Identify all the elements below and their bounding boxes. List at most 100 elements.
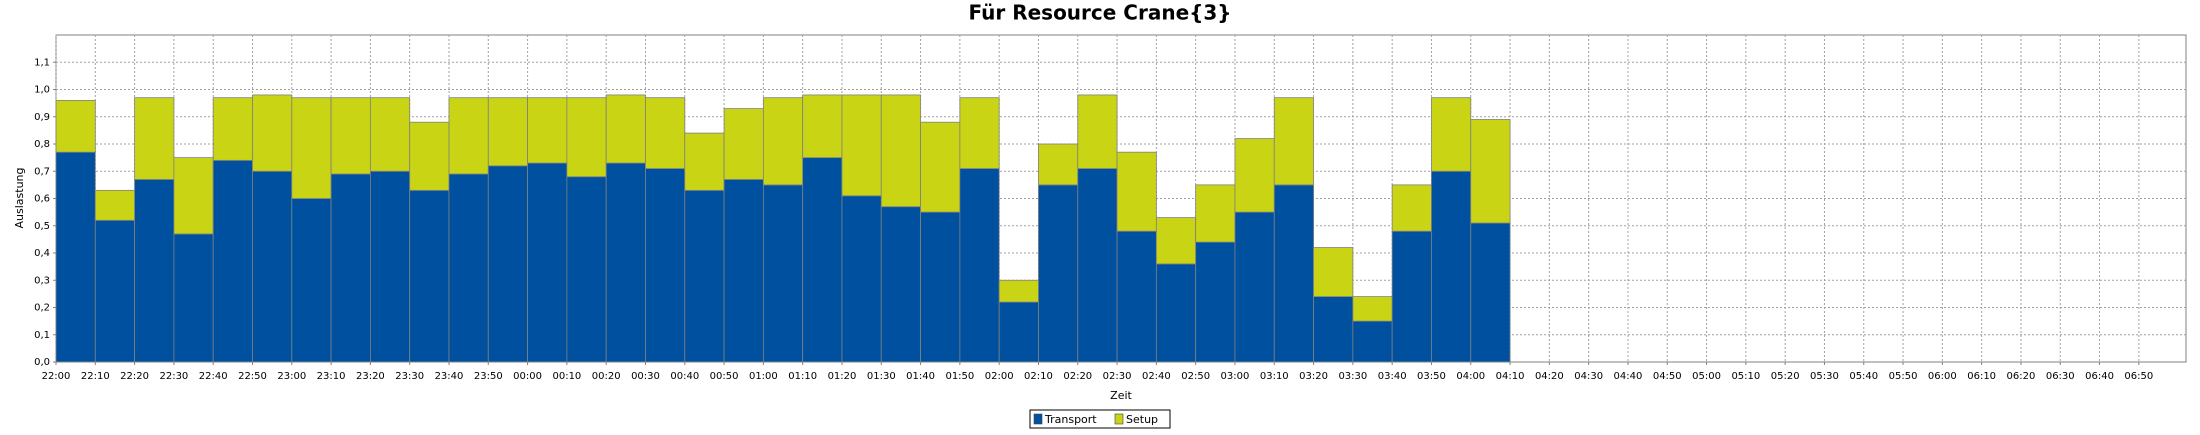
x-tick-label: 06:00 [1928, 371, 1957, 382]
x-tick-label: 03:30 [1338, 371, 1367, 382]
bar-segment [369, 97, 411, 172]
bar-segment [1155, 263, 1197, 363]
bar-segment [802, 94, 843, 159]
bar-segment [487, 165, 528, 363]
bar-segment [1431, 97, 1472, 172]
x-tick-label: 01:10 [788, 371, 817, 382]
legend-label: Transport [1044, 413, 1097, 426]
bar-segment [959, 168, 1000, 363]
bar-segment [920, 121, 961, 213]
bar-segment [94, 219, 135, 363]
bar-segment [212, 97, 253, 161]
x-tick-label: 04:20 [1535, 371, 1564, 382]
x-tick-label: 06:20 [2007, 371, 2036, 382]
bar-segment [527, 97, 568, 164]
x-tick-label: 22:40 [199, 371, 228, 382]
y-axis-label: Auslastung [13, 168, 26, 229]
bar-segment [55, 100, 96, 153]
bar-segment [762, 184, 804, 363]
x-tick-label: 01:30 [867, 371, 896, 382]
bar-segment [605, 162, 646, 363]
bar-segment [1038, 184, 1079, 363]
legend-label: Setup [1126, 413, 1158, 426]
y-tick-label: 0,3 [34, 275, 50, 286]
bar-segment [448, 97, 489, 175]
x-tick-label: 02:10 [1024, 371, 1053, 382]
legend-swatch [1033, 413, 1043, 425]
legend-box [1029, 409, 1171, 429]
bar-segment [94, 189, 135, 221]
x-tick-label: 06:10 [1967, 371, 1996, 382]
bar-segment [841, 94, 882, 197]
bar-segment [330, 173, 371, 363]
x-tick-label: 03:10 [1260, 371, 1289, 382]
bar-segment [1391, 230, 1432, 363]
bar-segment [330, 97, 371, 175]
x-tick-label: 03:00 [1221, 371, 1250, 382]
x-axis-label: Zeit [1110, 389, 1132, 402]
x-tick-label: 23:50 [474, 371, 503, 382]
bar-segment [723, 108, 764, 180]
bar-segment [1313, 296, 1354, 363]
bar-segment [1234, 211, 1275, 363]
x-tick-label: 04:50 [1653, 371, 1682, 382]
bar-segment [448, 173, 489, 363]
x-tick-label: 05:40 [1849, 371, 1878, 382]
bar-segment [959, 97, 1000, 169]
x-tick-label: 05:20 [1771, 371, 1800, 382]
x-tick-label: 05:10 [1731, 371, 1760, 382]
bar-segment [920, 211, 961, 363]
bar-segment [880, 94, 921, 208]
bar-segment [1273, 184, 1314, 363]
bar-segment [1470, 222, 1511, 363]
x-tick-label: 23:20 [356, 371, 385, 382]
x-tick-label: 02:20 [1063, 371, 1092, 382]
bar-segment [1352, 296, 1393, 322]
bar-segment [998, 279, 1039, 303]
bar-segment [645, 168, 686, 363]
y-tick-label: 0,9 [34, 112, 50, 123]
y-tick-label: 0,0 [34, 357, 50, 368]
x-tick-label: 00:00 [513, 371, 542, 382]
bar-segment [1352, 320, 1393, 363]
bar-segment [684, 189, 725, 363]
bar-segment [134, 97, 175, 180]
x-tick-label: 23:30 [395, 371, 424, 382]
x-tick-label: 02:30 [1103, 371, 1132, 382]
bar-segment [1273, 97, 1314, 186]
bar-segment [645, 97, 686, 169]
x-tick-label: 02:00 [985, 371, 1014, 382]
x-tick-label: 22:50 [238, 371, 267, 382]
x-tick-label: 22:20 [120, 371, 149, 382]
x-tick-label: 23:40 [435, 371, 464, 382]
bar-segment [1155, 217, 1197, 265]
bar-segment [762, 97, 804, 186]
bar-segment [252, 94, 293, 172]
x-tick-label: 04:00 [1456, 371, 1485, 382]
bar-segment [134, 179, 175, 363]
x-tick-label: 00:30 [631, 371, 660, 382]
bar-segment [1470, 119, 1511, 224]
x-tick-label: 00:50 [710, 371, 739, 382]
x-tick-label: 06:40 [2085, 371, 2114, 382]
x-tick-label: 03:20 [1299, 371, 1328, 382]
x-tick-label: 05:00 [1692, 371, 1721, 382]
y-tick-label: 0,8 [34, 139, 50, 150]
y-tick-label: 1,0 [34, 85, 50, 96]
bar-segment [841, 195, 882, 363]
x-tick-label: 22:00 [42, 371, 71, 382]
x-tick-label: 04:10 [1496, 371, 1525, 382]
bar-segment [1077, 94, 1118, 169]
x-tick-label: 00:10 [552, 371, 581, 382]
x-tick-label: 04:40 [1614, 371, 1643, 382]
bar-segment [1391, 184, 1432, 232]
bar-segment [1431, 170, 1472, 363]
chart-title: Für Resource Crane{3} [968, 1, 1231, 25]
bar-segment [1116, 230, 1157, 363]
x-tick-label: 03:40 [1378, 371, 1407, 382]
bar-segment [723, 179, 764, 363]
y-tick-label: 0,5 [34, 221, 50, 232]
bar-segment [369, 170, 411, 363]
bar-segment [1195, 241, 1236, 363]
x-tick-label: 05:50 [1889, 371, 1918, 382]
